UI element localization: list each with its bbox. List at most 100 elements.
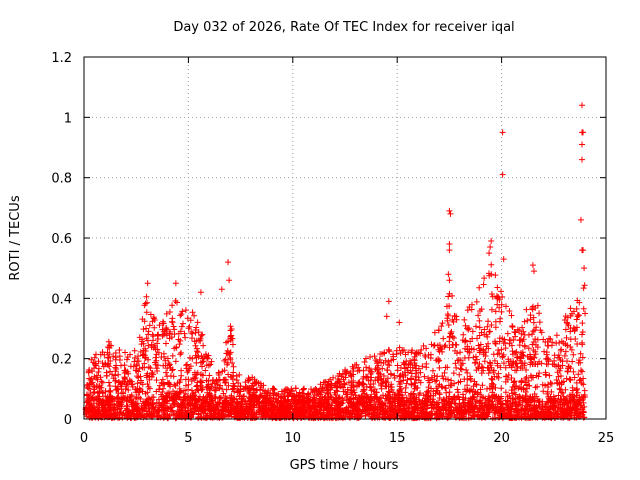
roti-point	[90, 383, 97, 390]
roti-point	[579, 404, 586, 411]
roti-point	[378, 385, 385, 392]
roti-point	[536, 310, 543, 317]
roti-point	[488, 271, 495, 278]
roti-point	[508, 374, 515, 381]
y-tick-label: 0.4	[51, 292, 72, 307]
roti-point	[507, 337, 514, 344]
roti-point	[160, 407, 167, 414]
roti-point	[530, 346, 537, 353]
roti-point	[344, 393, 351, 400]
roti-point	[299, 398, 306, 405]
roti-point	[436, 394, 443, 401]
roti-point	[153, 357, 160, 364]
roti-point	[185, 394, 192, 401]
roti-point	[573, 305, 580, 312]
roti-point	[372, 377, 379, 384]
roti-point	[168, 404, 175, 411]
roti-point	[533, 324, 540, 331]
roti-point	[408, 390, 415, 397]
roti-point	[113, 365, 120, 372]
roti-point	[473, 323, 480, 330]
roti-point	[245, 377, 252, 384]
roti-point	[262, 409, 269, 416]
roti-point	[184, 361, 191, 368]
roti-point	[300, 386, 307, 393]
roti-point	[511, 329, 518, 336]
roti-point	[231, 388, 238, 395]
roti-point	[402, 372, 409, 379]
roti-point	[173, 344, 180, 351]
roti-outlier-point	[446, 241, 453, 248]
roti-point	[439, 384, 446, 391]
roti-point	[145, 328, 152, 335]
roti-point	[490, 381, 497, 388]
roti-point	[551, 352, 558, 359]
roti-point	[529, 331, 536, 338]
roti-point	[569, 384, 576, 391]
roti-point	[532, 351, 539, 358]
roti-point	[492, 308, 499, 315]
roti-point	[387, 384, 394, 391]
roti-point	[527, 401, 534, 408]
roti-point	[536, 319, 543, 326]
roti-point	[502, 373, 509, 380]
roti-point	[184, 315, 191, 322]
roti-point	[385, 358, 392, 365]
roti-point	[225, 371, 232, 378]
roti-point	[579, 368, 586, 375]
roti-point	[231, 407, 238, 414]
roti-point	[529, 361, 536, 368]
roti-point	[140, 347, 147, 354]
roti-point	[118, 403, 125, 410]
roti-point	[85, 397, 92, 404]
roti-point	[350, 395, 357, 402]
roti-point	[137, 348, 144, 355]
roti-outlier-point	[218, 286, 225, 293]
roti-outlier-point	[578, 102, 585, 109]
roti-point	[519, 349, 526, 356]
roti-point	[144, 410, 151, 417]
roti-point	[498, 308, 505, 315]
roti-point	[327, 404, 334, 411]
roti-point	[517, 394, 524, 401]
roti-point	[235, 380, 242, 387]
roti-point	[471, 360, 478, 367]
roti-point	[371, 353, 378, 360]
roti-point	[301, 385, 308, 392]
roti-point	[134, 380, 141, 387]
roti-point	[107, 407, 114, 414]
roti-point	[179, 401, 186, 408]
roti-point	[241, 411, 248, 418]
roti-point	[174, 409, 181, 416]
roti-point	[492, 384, 499, 391]
roti-point	[270, 395, 277, 402]
roti-point	[118, 380, 125, 387]
roti-point	[574, 385, 581, 392]
roti-point	[552, 398, 559, 405]
roti-point	[567, 343, 574, 350]
roti-point	[453, 364, 460, 371]
roti-point	[479, 382, 486, 389]
x-tick-label: 15	[389, 431, 406, 446]
roti-point	[443, 400, 450, 407]
roti-point	[518, 377, 525, 384]
roti-point	[512, 333, 519, 340]
roti-point	[563, 319, 570, 326]
roti-point	[519, 402, 526, 409]
roti-point	[127, 393, 134, 400]
roti-point	[170, 411, 177, 418]
roti-point	[499, 401, 506, 408]
roti-point	[164, 373, 171, 380]
roti-point	[488, 322, 495, 329]
roti-point	[409, 364, 416, 371]
roti-point	[169, 302, 176, 309]
roti-point	[197, 382, 204, 389]
roti-point	[323, 386, 330, 393]
roti-point	[112, 372, 119, 379]
roti-point	[193, 359, 200, 366]
roti-point	[491, 395, 498, 402]
roti-point	[145, 342, 152, 349]
roti-point	[228, 332, 235, 339]
roti-point	[565, 400, 572, 407]
roti-point	[486, 359, 493, 366]
